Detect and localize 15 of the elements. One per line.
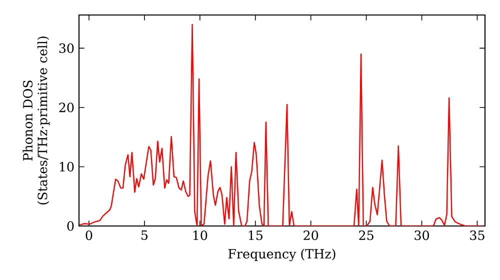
line-series	[79, 24, 482, 226]
x-tick-label: 10	[193, 230, 208, 240]
x-tick-label: 25	[359, 230, 374, 240]
x-tick-label: 30	[414, 230, 429, 240]
y-tick-label: 10	[60, 162, 74, 172]
x-tick-label: 20	[304, 230, 318, 240]
x-tick-label: 35	[470, 230, 484, 240]
y-tick-label: 20	[59, 102, 74, 112]
y-axis-title: Phonon DOS (States/THz·primitive cell)	[22, 36, 50, 204]
x-tick-label: 5	[141, 230, 148, 240]
y-tick-label: 30	[59, 43, 74, 53]
x-tick-label: 15	[248, 230, 262, 240]
y-tick-label: 0	[67, 221, 74, 231]
x-tick-label: 0	[86, 230, 92, 240]
x-axis-title: Frequency (THz)	[228, 248, 336, 262]
